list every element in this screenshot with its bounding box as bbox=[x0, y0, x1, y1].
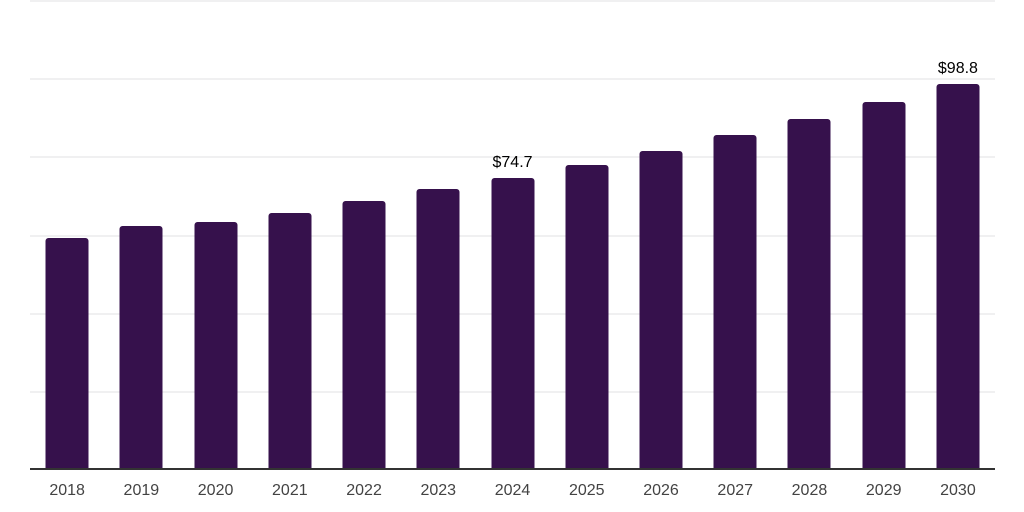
bar-2026[interactable] bbox=[639, 150, 683, 470]
plot-area: $74.7 $98.8 bbox=[30, 0, 995, 470]
bars-container: $74.7 $98.8 bbox=[30, 0, 995, 470]
bar-slot-2028 bbox=[772, 0, 846, 470]
bar-2021[interactable] bbox=[268, 212, 312, 470]
bar-slot-2025 bbox=[550, 0, 624, 470]
gridline-y-120 bbox=[30, 0, 995, 2]
x-tick-label-2023: 2023 bbox=[420, 482, 457, 499]
bar-2030[interactable] bbox=[936, 83, 980, 470]
bar-slot-2019 bbox=[104, 0, 178, 470]
bar-slot-2030: $98.8 bbox=[921, 0, 995, 470]
bar-slot-2023 bbox=[401, 0, 475, 470]
bar-slot-2021 bbox=[253, 0, 327, 470]
bar-slot-2018 bbox=[30, 0, 104, 470]
bar-2018[interactable] bbox=[45, 237, 89, 470]
data-label-2024: $74.7 bbox=[492, 154, 533, 171]
x-tick-label-2022: 2022 bbox=[346, 482, 382, 499]
x-tick-label-2029: 2029 bbox=[865, 482, 902, 499]
x-tick-label-2027: 2027 bbox=[717, 482, 754, 499]
x-tick-label-2021: 2021 bbox=[272, 482, 308, 499]
bar-slot-2027 bbox=[698, 0, 772, 470]
x-tick-label-2025: 2025 bbox=[568, 482, 605, 499]
x-tick-label-2026: 2026 bbox=[643, 482, 679, 499]
x-tick-label-2020: 2020 bbox=[197, 482, 234, 499]
bar-slot-2020 bbox=[178, 0, 252, 470]
data-label-2030: $98.8 bbox=[937, 59, 978, 77]
bar-2023[interactable] bbox=[416, 189, 460, 470]
bar-slot-2024: $74.7 bbox=[475, 0, 549, 470]
x-tick-label-2018: 2018 bbox=[49, 482, 85, 499]
x-tick-label-2028: 2028 bbox=[791, 482, 828, 499]
bar-2027[interactable] bbox=[713, 135, 757, 470]
bar-2028[interactable] bbox=[787, 119, 831, 470]
x-axis-tick-labels: 2018 2019 2020 2021 2022 2023 2024 2025 2026 2027… bbox=[30, 481, 995, 500]
gridline-y-100 bbox=[30, 78, 995, 81]
bar-2029[interactable] bbox=[862, 101, 906, 470]
x-tick-label-2024: 2024 bbox=[494, 482, 531, 499]
bar-slot-2029 bbox=[847, 0, 921, 470]
bar-2025[interactable] bbox=[565, 164, 609, 470]
bar-2019[interactable] bbox=[119, 226, 163, 470]
bar-2022[interactable] bbox=[342, 200, 386, 470]
x-tick-label-2019: 2019 bbox=[123, 482, 160, 499]
bar-slot-2022 bbox=[327, 0, 401, 470]
x-tick-label-2030: 2030 bbox=[940, 482, 976, 499]
x-axis-line bbox=[30, 468, 995, 470]
bar-2024[interactable] bbox=[491, 178, 535, 470]
bar-2020[interactable] bbox=[194, 221, 238, 470]
bar-slot-2026 bbox=[624, 0, 698, 470]
gridline-y-80 bbox=[30, 156, 995, 159]
